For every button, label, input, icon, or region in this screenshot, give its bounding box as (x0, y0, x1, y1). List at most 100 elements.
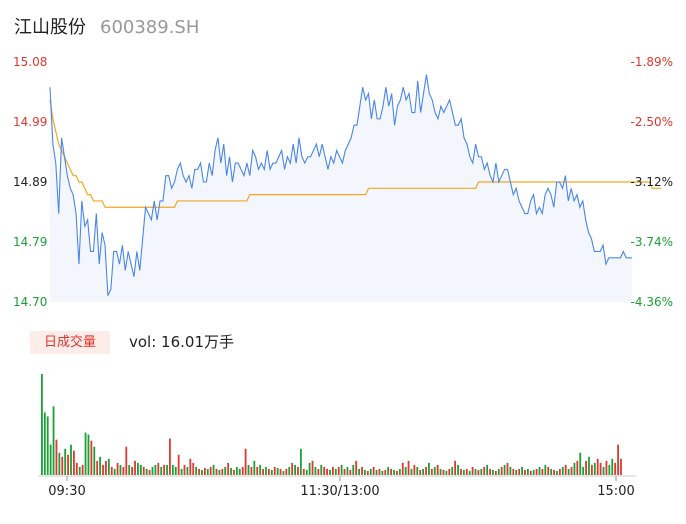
volume-bar (55, 439, 58, 475)
volume-bar (297, 466, 299, 475)
time-tick-label: 15:00 (597, 484, 634, 499)
volume-bar (160, 466, 163, 475)
volume-bar (355, 460, 358, 475)
volume-bar (302, 468, 305, 475)
volume-bar (558, 468, 561, 475)
volume-bar (617, 444, 619, 475)
volume-bar (64, 448, 67, 475)
volume-bar (145, 468, 148, 475)
volume-bar (78, 466, 81, 475)
volume-bar (492, 469, 494, 475)
volume-total: vol: 16.01万手 (129, 333, 234, 351)
volume-bar (401, 462, 404, 475)
volume-bar (305, 469, 308, 475)
volume-bar (538, 466, 541, 475)
volume-bar (375, 469, 378, 475)
volume-bar (163, 464, 166, 475)
volume-bars (41, 374, 622, 475)
volume-bar (483, 466, 486, 475)
volume-bar (518, 468, 521, 475)
volume-bar (195, 466, 198, 475)
volume-bar (224, 466, 227, 475)
volume-bar (282, 470, 285, 475)
volume-bar (393, 469, 395, 475)
stock-code: 600389.SH (100, 17, 200, 38)
volume-bar (465, 468, 468, 475)
stock-header: 江山股份 600389.SH (14, 13, 199, 39)
volume-bar (620, 458, 622, 475)
volume-bar (602, 466, 605, 475)
volume-bar (238, 468, 241, 475)
volume-bar (221, 468, 224, 475)
volume-bar (582, 466, 585, 475)
volume-bar (570, 466, 573, 475)
volume-bar (404, 466, 407, 475)
price-tick-label: 15.08 (13, 55, 47, 69)
volume-bar (396, 470, 398, 475)
volume-bar (73, 450, 75, 475)
volume-bar (346, 466, 349, 475)
volume-bar (462, 469, 465, 475)
volume-bar (611, 458, 614, 475)
volume-bar (87, 434, 90, 475)
volume-bar (486, 464, 489, 475)
volume-bar (535, 468, 538, 475)
volume-bar (454, 460, 457, 475)
volume-bar (521, 466, 523, 475)
volume-bar (428, 462, 430, 475)
volume-bar (265, 466, 267, 475)
volume-bar (169, 438, 171, 475)
volume-bar (276, 467, 279, 475)
volume-bar (503, 464, 506, 475)
volume-bar (599, 462, 602, 475)
volume-bar (384, 469, 387, 475)
percent-tick-label: -2.50% (631, 115, 673, 129)
volume-bar (489, 468, 491, 475)
volume-bar (75, 462, 78, 475)
volume-bar (352, 464, 355, 475)
volume-bar (262, 468, 264, 475)
volume-bar (445, 470, 448, 475)
volume-bar (451, 466, 454, 475)
volume-bar (206, 468, 209, 475)
volume-bar (96, 460, 99, 475)
volume-bar (500, 466, 503, 475)
volume-bar (390, 468, 392, 475)
volume-bar (157, 462, 160, 475)
volume-bar (291, 462, 294, 475)
volume-bar (471, 466, 474, 475)
volume-bar (460, 468, 462, 475)
volume-bar (270, 469, 273, 475)
volume-bar (256, 466, 259, 475)
volume-bar (526, 468, 529, 475)
volume-bar (198, 468, 200, 475)
volume-bar (203, 467, 206, 475)
volume-bar (605, 460, 608, 475)
volume-bar (494, 470, 497, 475)
volume-bar (349, 469, 352, 475)
volume-bar (128, 464, 131, 475)
volume-bar (67, 454, 69, 475)
volume-bar (585, 460, 587, 475)
volume-bar (524, 469, 526, 475)
volume-bar (253, 460, 256, 475)
volume-bar (544, 464, 547, 475)
volume-bar (497, 468, 500, 475)
volume-label: 日成交量 (30, 331, 110, 354)
volume-bar (369, 468, 372, 475)
volume-bar (201, 469, 203, 475)
volume-bar (137, 462, 139, 475)
price-tick-label: 14.99 (13, 115, 47, 129)
volume-bar (512, 468, 515, 475)
volume-bar (596, 458, 599, 475)
volume-bar (320, 464, 323, 475)
volume-bar (134, 460, 136, 475)
volume-bar (102, 464, 104, 475)
volume-bar (113, 468, 116, 475)
volume-bar (553, 469, 555, 475)
volume-bar (515, 469, 518, 475)
volume-bar (267, 468, 270, 475)
volume-bar (314, 466, 317, 475)
volume-bar (576, 460, 579, 475)
volume-bar (448, 468, 451, 475)
